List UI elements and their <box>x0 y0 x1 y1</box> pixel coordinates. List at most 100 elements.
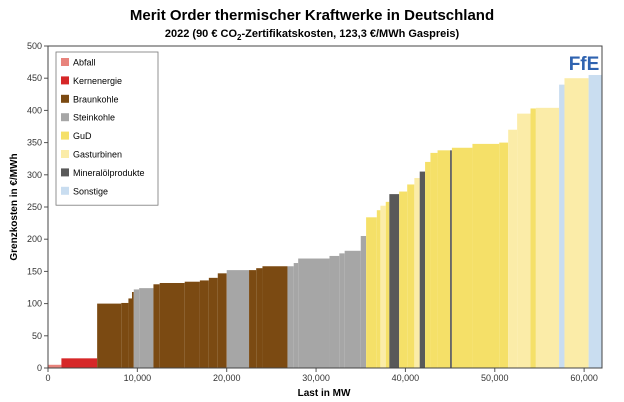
legend-label: Mineralölprodukte <box>73 168 145 178</box>
block-steinkohle <box>344 250 361 368</box>
block-gasturbinen <box>564 78 589 368</box>
y-tick-label: 50 <box>32 331 42 341</box>
legend-box <box>55 51 159 206</box>
block-braunkohle <box>256 268 263 368</box>
block-gasturbinen <box>517 113 531 369</box>
block-steinkohle <box>133 289 140 368</box>
block-braunkohle <box>121 302 129 368</box>
merit-order-blocks <box>48 74 602 369</box>
block-gud <box>407 184 415 368</box>
legend-label: Abfall <box>73 58 96 68</box>
y-tick-label: 300 <box>27 170 42 180</box>
legend-swatch <box>61 94 69 103</box>
x-axis-label: Last in MW <box>298 388 351 399</box>
block-braunkohle <box>128 298 132 368</box>
block-gud <box>366 217 377 368</box>
legend-label: Braunkohle <box>73 94 119 104</box>
subtitle-part-sub: 2 <box>237 33 242 42</box>
block-braunkohle <box>217 273 227 368</box>
y-tick-label: 250 <box>27 202 42 212</box>
y-tick-label: 350 <box>27 138 42 148</box>
grid <box>44 45 585 372</box>
block-gud <box>385 201 390 368</box>
block-braunkohle <box>131 292 134 368</box>
block-gasturbinen <box>414 178 420 368</box>
subtitle-part-after: -Zertifikatskosten, 123,3 €/MWh Gaspreis… <box>241 28 459 40</box>
block-sonstige <box>588 74 602 368</box>
block-steinkohle <box>293 263 299 368</box>
ffe-logo-background <box>567 50 601 74</box>
x-tick-label: 30,000 <box>302 373 330 383</box>
y-tick-label: 100 <box>27 299 42 309</box>
block-braunkohle <box>153 284 160 368</box>
chart-subtitle: 2022 (90 € CO2-Zertifikatskosten, 123,3 … <box>165 28 460 42</box>
y-tick-label: 200 <box>27 234 42 244</box>
block-gasturbinen <box>535 107 560 368</box>
legend-swatch <box>61 76 69 85</box>
block-braunkohle <box>208 277 218 368</box>
block-mineralölprodukte <box>389 194 400 368</box>
y-axis-label: Grenzkosten in €/MWh <box>9 153 20 260</box>
block-gud <box>530 108 536 368</box>
block-braunkohle <box>199 280 209 368</box>
chart-title: Merit Order thermischer Kraftwerke in De… <box>130 7 494 24</box>
block-steinkohle <box>360 235 367 368</box>
x-tick-label: 0 <box>45 373 50 383</box>
y-tick-label: 0 <box>37 363 42 373</box>
y-tick-label: 400 <box>27 105 42 115</box>
x-tick-label: 20,000 <box>213 373 241 383</box>
tick-labels: 0 50 100 150 200 250 300 350 400 450 500 0 10,000 20,… <box>27 41 598 383</box>
block-steinkohle <box>298 258 330 368</box>
block-braunkohle <box>262 266 288 368</box>
block-braunkohle <box>159 282 185 368</box>
legend-swatch <box>61 168 69 177</box>
block-braunkohle <box>184 281 200 368</box>
block-braunkohle <box>97 303 122 368</box>
block-steinkohle <box>287 266 294 368</box>
block-mineralölprodukte <box>450 150 452 368</box>
legend-swatch <box>61 131 69 140</box>
block-kernenergie <box>61 358 98 368</box>
block-mineralölprodukte <box>419 171 426 368</box>
legend-label: Kernenergie <box>73 76 122 86</box>
block-gud <box>472 143 500 368</box>
x-tick-label: 60,000 <box>570 373 598 383</box>
block-steinkohle <box>339 253 345 368</box>
legend-label: Sonstige <box>73 186 108 196</box>
ffe-logo-text: FfE <box>569 54 600 75</box>
legend-label: Gasturbinen <box>73 150 122 160</box>
legend: Abfall Kernenergie Braunkohle Steinkohle GuD… <box>55 51 159 206</box>
axes <box>47 45 603 369</box>
block-gud <box>451 147 473 368</box>
block-gud <box>430 152 438 368</box>
legend-label: Steinkohle <box>73 113 115 123</box>
block-gud <box>425 161 431 368</box>
block-gud <box>437 150 451 368</box>
block-steinkohle <box>329 255 340 368</box>
x-tick-label: 10,000 <box>124 373 152 383</box>
block-gasturbinen <box>508 129 518 368</box>
block-gud <box>499 142 509 368</box>
plot-frame <box>47 45 603 369</box>
block-abfall <box>48 364 62 368</box>
legend-swatch <box>61 113 69 122</box>
subtitle-part-before: 2022 (90 € CO <box>165 28 238 40</box>
block-gud <box>399 191 408 368</box>
legend-label: GuD <box>73 131 92 141</box>
legend-swatch <box>61 186 69 195</box>
y-tick-label: 150 <box>27 266 42 276</box>
block-gasturbinen <box>380 205 386 368</box>
legend-swatch <box>61 150 69 158</box>
block-sonstige <box>559 84 565 368</box>
block-steinkohle <box>226 270 250 368</box>
x-tick-label: 40,000 <box>392 373 420 383</box>
x-tick-label: 50,000 <box>481 373 509 383</box>
ffe-logo: FfE <box>567 50 601 75</box>
block-gud <box>376 210 381 368</box>
block-braunkohle <box>249 270 257 368</box>
y-tick-label: 450 <box>27 73 42 83</box>
block-steinkohle <box>139 288 154 368</box>
legend-swatch <box>61 58 69 66</box>
y-tick-label: 500 <box>27 41 42 51</box>
